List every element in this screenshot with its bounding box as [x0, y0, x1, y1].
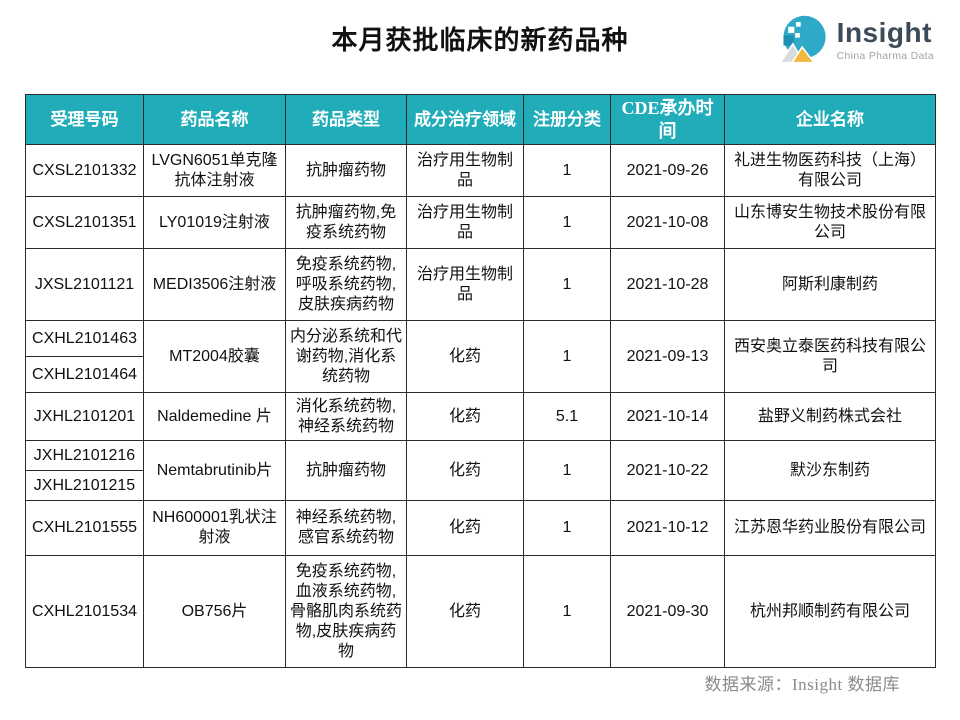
page-title: 本月获批临床的新药品种 [331, 25, 629, 55]
cell-treatment-field: 治疗用生物制品 [406, 248, 524, 321]
table-row: CXHL2101464 [25, 356, 936, 393]
logo-text: Insight China Pharma Data [836, 16, 934, 62]
insight-logo-icon [778, 15, 826, 64]
cell-company-name: 杭州邦顺制药有限公司 [724, 555, 936, 668]
cell-drug-name: MEDI3506注射液 [143, 248, 286, 321]
column-header-5: CDE承办时间 [610, 94, 725, 145]
cell-drug-type: 抗肿瘤药物,免疫系统药物 [285, 196, 407, 249]
column-header-0: 受理号码 [25, 94, 144, 145]
cell-treatment-field: 化药 [406, 392, 524, 441]
table-row: CXSL2101351 LY01019注射液 抗肿瘤药物,免疫系统药物 治疗用生物制品… [25, 196, 936, 249]
cell-registration-class: 1 [523, 248, 611, 321]
cell-treatment-field: 化药 [406, 440, 524, 501]
cell-drug-name: MT2004胶囊 [143, 320, 286, 393]
cell-registration-class: 5.1 [523, 392, 611, 441]
cell-drug-name: Nemtabrutinib片 [143, 440, 286, 501]
cell-drug-type: 抗肿瘤药物 [285, 440, 407, 501]
cell-company-name: 盐野义制药株式会社 [724, 392, 936, 441]
cell-acceptance-number: CXSL2101332 [25, 144, 144, 197]
cell-cde-date: 2021-09-26 [610, 144, 725, 197]
column-header-3: 成分治疗领域 [406, 94, 524, 145]
cell-company-name: 江苏恩华药业股份有限公司 [724, 500, 936, 556]
cell-company-name: 西安奥立泰医药科技有限公司 [724, 320, 936, 393]
cell-cde-date: 2021-10-14 [610, 392, 725, 441]
cell-drug-name: OB756片 [143, 555, 286, 668]
cell-acceptance-number: CXHL2101534 [25, 555, 144, 668]
cell-registration-class: 1 [523, 320, 611, 393]
cell-drug-name: LVGN6051单克隆抗体注射液 [143, 144, 286, 197]
table-row: JXSL2101121 MEDI3506注射液 免疫系统药物,呼吸系统药物,皮肤疾病… [25, 248, 936, 321]
cell-acceptance-number: CXHL2101463 [25, 320, 144, 357]
cell-company-name: 山东博安生物技术股份有限公司 [724, 196, 936, 249]
column-header-2: 药品类型 [285, 94, 407, 145]
cell-cde-date: 2021-10-28 [610, 248, 725, 321]
cell-drug-type: 消化系统药物,神经系统药物 [285, 392, 407, 441]
cell-drug-name: LY01019注射液 [143, 196, 286, 249]
cell-acceptance-number: JXSL2101121 [25, 248, 144, 321]
data-source-note: 数据来源：Insight 数据库 [704, 675, 900, 694]
logo-subtitle: China Pharma Data [836, 49, 934, 62]
table-header-row: 受理号码 药品名称 药品类型 成分治疗领域 注册分类 CDE承办时间 企业名称 [25, 94, 936, 145]
table-row: JXHL2101201 Naldemedine 片消化系统药物,神经系统药物 化药 5… [25, 392, 936, 441]
clinical-approval-table: 受理号码 药品名称 药品类型 成分治疗领域 注册分类 CDE承办时间 企业名称 CXSL21… [25, 94, 936, 668]
cell-registration-class: 1 [523, 440, 611, 501]
cell-company-name: 默沙东制药 [724, 440, 936, 501]
cell-registration-class: 1 [523, 196, 611, 249]
cell-registration-class: 1 [523, 555, 611, 668]
cell-cde-date: 2021-09-13 [610, 320, 725, 393]
table-row: CXHL2101463 MT2004胶囊 内分泌系统和代谢药物,消化系统药物 化药 1 2… [25, 320, 936, 393]
cell-acceptance-number: CXHL2101555 [25, 500, 144, 556]
cell-drug-type: 抗肿瘤药物 [285, 144, 407, 197]
cell-drug-name: NH600001乳状注射液 [143, 500, 286, 556]
cell-treatment-field: 化药 [406, 320, 524, 393]
cell-acceptance-number: CXHL2101464 [25, 356, 144, 393]
cell-treatment-field: 治疗用生物制品 [406, 196, 524, 249]
logo-name: Insight [836, 16, 932, 48]
cell-cde-date: 2021-10-08 [610, 196, 725, 249]
cell-drug-type: 神经系统药物,感官系统药物 [285, 500, 407, 556]
cell-drug-name: Naldemedine 片 [143, 392, 286, 441]
cell-drug-type: 免疫系统药物,血液系统药物,骨骼肌肉系统药物,皮肤疾病药物 [285, 555, 407, 668]
table-row: JXHL2101216 Nemtabrutinib片 抗肿瘤药物 化药 1 2021-10… [25, 440, 936, 501]
cell-acceptance-number: CXSL2101351 [25, 196, 144, 249]
cell-acceptance-number: JXHL2101215 [25, 470, 144, 501]
insight-logo: Insight China Pharma Data [778, 14, 934, 66]
cell-treatment-field: 化药 [406, 500, 524, 556]
cell-drug-type: 内分泌系统和代谢药物,消化系统药物 [285, 320, 407, 393]
cell-registration-class: 1 [523, 500, 611, 556]
cell-acceptance-number: JXHL2101216 [25, 440, 144, 471]
cell-cde-date: 2021-10-22 [610, 440, 725, 501]
column-header-4: 注册分类 [523, 94, 611, 145]
cell-cde-date: 2021-09-30 [610, 555, 725, 668]
cell-registration-class: 1 [523, 144, 611, 197]
cell-treatment-field: 治疗用生物制品 [406, 144, 524, 197]
cell-treatment-field: 化药 [406, 555, 524, 668]
column-header-1: 药品名称 [143, 94, 286, 145]
cell-company-name: 阿斯利康制药 [724, 248, 936, 321]
cell-drug-type: 免疫系统药物,呼吸系统药物,皮肤疾病药物 [285, 248, 407, 321]
table-row: CXSL2101332 LVGN6051单克隆抗体注射液 抗肿瘤药物 治疗用生物制品 1… [25, 144, 936, 197]
cell-cde-date: 2021-10-12 [610, 500, 725, 556]
cell-acceptance-number: JXHL2101201 [25, 392, 144, 441]
column-header-6: 企业名称 [724, 94, 936, 145]
cell-company-name: 礼进生物医药科技（上海）有限公司 [724, 144, 936, 197]
table-row: CXHL2101534 OB756片 免疫系统药物,血液系统药物,骨骼肌肉系统药物,… [25, 555, 936, 668]
table-row: CXHL2101555 NH600001乳状注射液 神经系统药物,感官系统药物 化药 1… [25, 500, 936, 556]
